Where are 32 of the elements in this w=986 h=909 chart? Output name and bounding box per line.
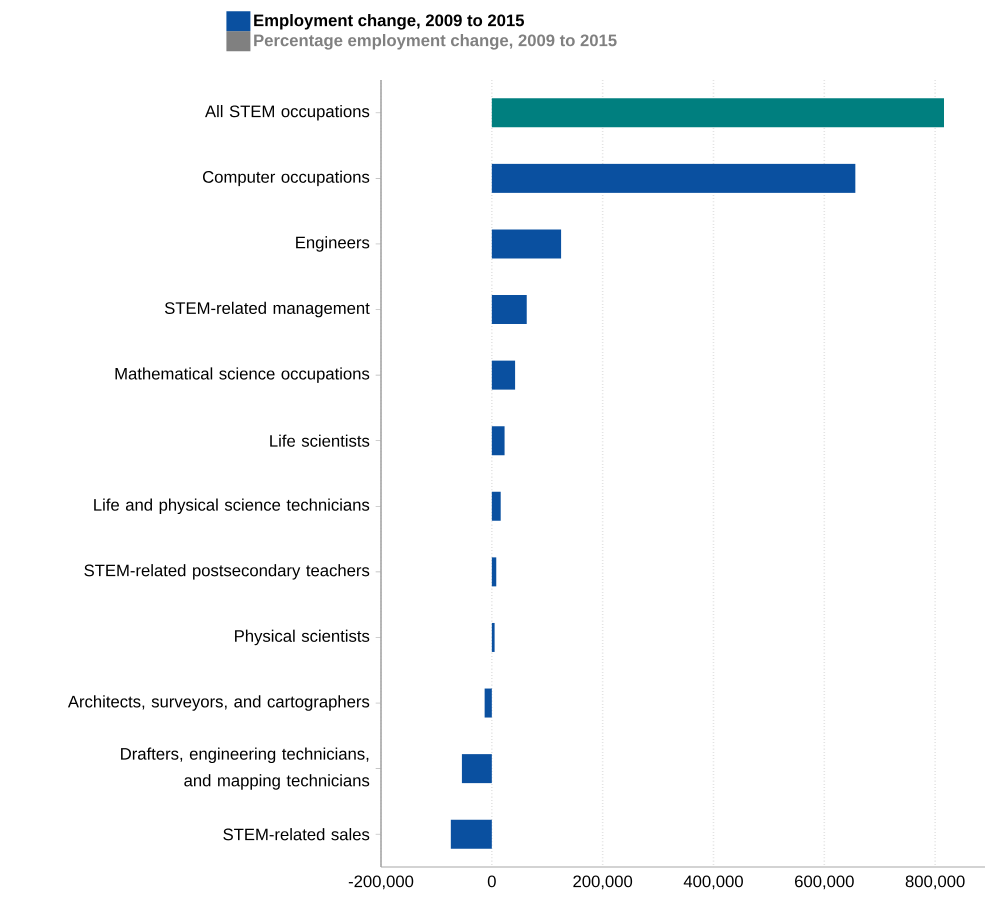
y-tick-label: STEM-related sales	[223, 828, 370, 840]
x-tick-label: 800,000	[906, 875, 965, 890]
x-tick-label: -200,000	[348, 875, 414, 890]
y-tick-label: All STEM occupations	[205, 105, 370, 121]
bar	[492, 557, 496, 586]
y-tick-label: Physical scientists	[235, 630, 370, 646]
y-tick-label: STEM-related postsecondary teachers	[84, 564, 370, 580]
bar	[492, 164, 856, 193]
bar	[492, 98, 944, 128]
x-tick-label: 200,000	[573, 875, 632, 890]
y-tick-label: Computer occupations	[203, 170, 370, 186]
bar	[450, 820, 492, 849]
bar	[462, 754, 492, 784]
y-tick-label: Life scientists	[270, 434, 370, 447]
bar	[492, 492, 501, 521]
y-tick-label: Drafters, engineering technicians, and mapping technicians	[121, 748, 370, 790]
bar	[492, 229, 562, 258]
bar	[492, 622, 495, 652]
legend-label: Percentage employment change, 2009 to 2015	[254, 34, 617, 50]
y-tick-label: Architects, surveyors, and cartographers	[68, 695, 370, 711]
legend-label: Employment change, 2009 to 2015	[254, 14, 524, 30]
bar	[492, 426, 505, 456]
y-tick-label: Life and physical science technicians	[94, 498, 370, 514]
y-tick-label: Engineers	[296, 236, 370, 252]
x-tick-label: 0	[488, 875, 496, 888]
x-tick-label: 600,000	[795, 875, 854, 890]
bar	[492, 360, 516, 390]
bar	[484, 688, 492, 718]
y-tick-label: STEM-related management	[164, 302, 370, 318]
x-tick-label: 400,000	[684, 875, 743, 890]
y-tick-label: Mathematical science occupations	[116, 367, 370, 383]
bar	[492, 295, 527, 324]
